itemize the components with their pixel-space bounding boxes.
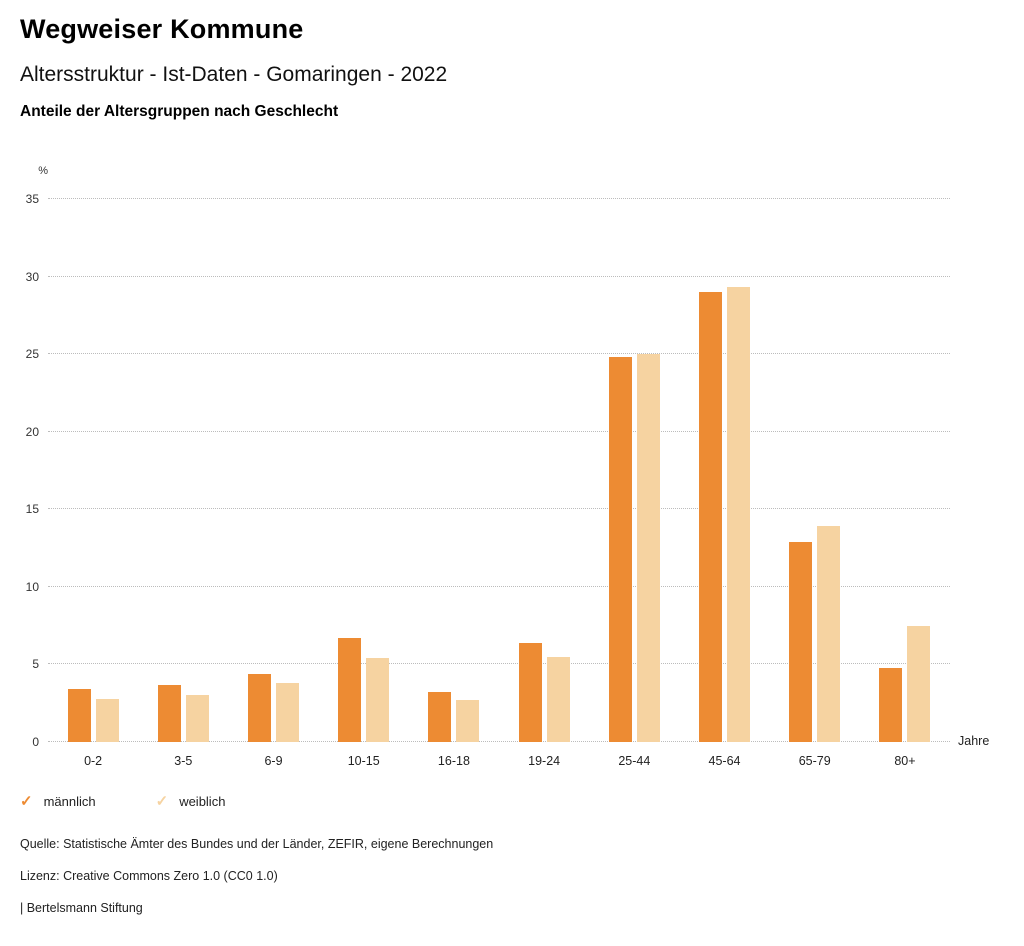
- x-axis-labels: 0-2 3-5 6-9 10-15 16-18 19-24 25-44 45-64 65-79 8…: [48, 754, 950, 768]
- bar-weiblich-65-79[interactable]: [817, 526, 841, 742]
- x-axis-unit-column: Jahre: [950, 199, 1004, 748]
- bar-männlich-45-64[interactable]: [699, 292, 723, 742]
- bar-group-25-44: [589, 199, 679, 742]
- bar-group-3-5: [138, 199, 228, 742]
- y-tick-label-20: 20: [25, 424, 39, 439]
- y-tick-label-30: 30: [25, 269, 39, 284]
- bar-group-80+: [860, 199, 950, 742]
- y-tick-label-5: 5: [32, 657, 39, 672]
- gridline-35: [48, 198, 950, 199]
- bar-weiblich-19-24[interactable]: [546, 656, 570, 742]
- bar-group-45-64: [679, 199, 769, 742]
- attribution-note: | Bertelsmann Stiftung: [20, 901, 143, 915]
- bar-weiblich-16-18[interactable]: [456, 700, 480, 742]
- legend-check-icon: ✓: [155, 793, 169, 810]
- gridline-25: [48, 353, 950, 355]
- x-tick-label-16-18: 16-18: [437, 754, 470, 768]
- bar-group-0-2: [48, 199, 138, 742]
- chart-subtitle: Altersstruktur - Ist-Daten - Gomaringen …: [20, 63, 448, 86]
- bar-groups: [48, 199, 950, 742]
- source-note: Quelle: Statistische Ämter des Bundes un…: [20, 837, 494, 851]
- legend-item-weiblich[interactable]: ✓ weiblich: [156, 794, 226, 809]
- page-title: Wegweiser Kommune: [20, 14, 304, 44]
- gridline-15: [48, 508, 950, 510]
- license-note: Lizenz: Creative Commons Zero 1.0 (CC0 1…: [20, 869, 278, 883]
- legend-check-icon: ✓: [20, 793, 33, 810]
- gridline-5: [48, 663, 950, 665]
- bar-weiblich-6-9[interactable]: [276, 683, 299, 742]
- bar-group-10-15: [319, 199, 409, 742]
- gridline-30: [48, 275, 950, 277]
- bar-weiblich-10-15[interactable]: [366, 658, 390, 742]
- chart-heading: Anteile der Altersgruppen nach Geschlech…: [20, 103, 339, 120]
- page: Wegweiser Kommune Altersstruktur - Ist-D…: [20, 14, 1004, 915]
- bar-weiblich-3-5[interactable]: [185, 695, 209, 742]
- y-tick-label-15: 15: [25, 502, 39, 517]
- bar-chart: % 0 5 10 15 20 25 30 35 Jahre 0-2 3-5 6-9 10-15 16-…: [20, 165, 1004, 809]
- plot-area: [48, 198, 950, 742]
- bar-männlich-25-44[interactable]: [608, 357, 632, 742]
- x-tick-label-25-44: 25-44: [618, 754, 651, 768]
- legend-item-männlich[interactable]: ✓ männlich: [20, 794, 96, 809]
- x-tick-label-65-79: 65-79: [798, 754, 831, 768]
- gridline-0: [48, 741, 950, 742]
- x-tick-label-3-5: 3-5: [174, 754, 193, 768]
- legend: ✓ männlich ✓ weiblich: [20, 794, 1004, 809]
- y-tick-label-0: 0: [32, 735, 39, 749]
- y-axis: 0 5 10 15 20 25 30 35: [20, 193, 48, 748]
- y-tick-label-25: 25: [25, 347, 39, 362]
- bar-männlich-65-79[interactable]: [789, 541, 813, 742]
- bar-weiblich-80+[interactable]: [907, 625, 931, 742]
- bar-weiblich-45-64[interactable]: [727, 287, 751, 742]
- bar-weiblich-25-44[interactable]: [636, 354, 660, 742]
- y-tick-label-35: 35: [25, 192, 39, 206]
- bar-männlich-80+[interactable]: [879, 667, 903, 742]
- gridline-10: [48, 585, 950, 587]
- legend-label: weiblich: [179, 794, 226, 809]
- bar-männlich-10-15[interactable]: [338, 638, 362, 742]
- bar-group-16-18: [409, 199, 499, 742]
- bar-group-6-9: [228, 199, 318, 742]
- x-tick-label-10-15: 10-15: [347, 754, 380, 768]
- x-tick-label-19-24: 19-24: [528, 754, 561, 768]
- bar-group-65-79: [770, 199, 860, 742]
- x-tick-label-6-9: 6-9: [264, 754, 283, 768]
- x-axis-unit-label: Jahre: [958, 733, 990, 748]
- y-axis-unit-label: %: [38, 165, 48, 177]
- legend-label: männlich: [43, 794, 96, 809]
- bar-männlich-3-5[interactable]: [157, 684, 181, 742]
- bar-männlich-16-18[interactable]: [428, 692, 452, 742]
- bar-männlich-0-2[interactable]: [67, 689, 91, 742]
- footer: Quelle: Statistische Ämter des Bundes un…: [20, 837, 1004, 915]
- plot-row: 0 5 10 15 20 25 30 35 Jahre: [20, 193, 1004, 748]
- x-tick-label-80+: 80+: [894, 754, 916, 768]
- x-tick-label-45-64: 45-64: [708, 754, 741, 768]
- y-tick-label-10: 10: [25, 579, 39, 594]
- bar-group-19-24: [499, 199, 589, 742]
- x-tick-label-0-2: 0-2: [84, 754, 103, 768]
- gridline-20: [48, 430, 950, 432]
- bar-männlich-19-24[interactable]: [518, 642, 542, 742]
- bar-männlich-6-9[interactable]: [248, 673, 271, 742]
- bar-weiblich-0-2[interactable]: [95, 698, 119, 742]
